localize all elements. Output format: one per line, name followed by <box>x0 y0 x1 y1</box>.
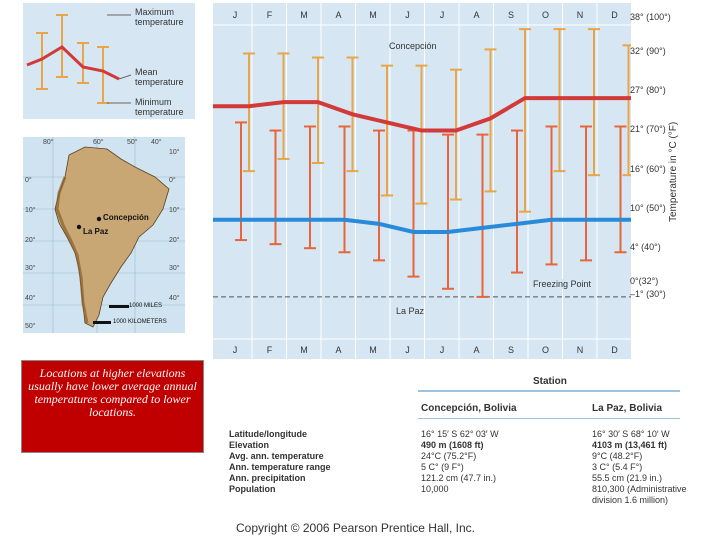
table-cell: 16° 15′ S 62° 03′ W <box>421 429 499 439</box>
lat-tick: 10° <box>169 149 180 156</box>
month-label-top: M <box>300 10 308 20</box>
table-rule <box>418 390 680 392</box>
table-row-label: Avg. ann. temperature <box>229 451 324 461</box>
lon-tick: 40° <box>151 139 162 146</box>
mean-line <box>213 96 631 133</box>
table-title: Station <box>533 376 567 387</box>
temp-tick-label: 0°(32°) <box>630 276 659 286</box>
month-label-bottom: J <box>232 345 238 355</box>
table-cell: 9°C (48.2°F) <box>592 451 643 461</box>
table-cell: 10,000 <box>421 484 449 494</box>
city-label-la-paz: La Paz <box>83 227 109 236</box>
table-row-label: Population <box>229 484 276 494</box>
month-label-top: D <box>611 10 618 20</box>
legend-max-label: Maximum temperature <box>135 7 184 27</box>
legend-mean-label: Mean temperature <box>135 67 184 87</box>
table-row-label: Ann. precipitation <box>229 473 306 483</box>
table-col-head: La Paz, Bolivia <box>592 403 663 414</box>
table-cell: 490 m (1608 ft) <box>421 440 484 450</box>
month-label-bottom: J <box>439 345 445 355</box>
table-row-label: Latitude/longitude <box>229 429 307 439</box>
lat-tick: 0° <box>25 177 32 184</box>
month-label-top: F <box>266 10 273 20</box>
temp-tick-label: 21° (70°) <box>630 124 666 134</box>
copyright-notice: Copyright © 2006 Pearson Prentice Hall, … <box>236 521 475 535</box>
table-row-label: Elevation <box>229 440 270 450</box>
month-label-top: J <box>405 10 410 20</box>
month-label-bottom: M <box>300 345 308 355</box>
month-label-top: A <box>335 10 342 20</box>
table-cell: 4103 m (13,461 ft) <box>592 440 668 450</box>
lat-tick: 10° <box>169 207 180 214</box>
month-label-bottom: O <box>541 345 549 355</box>
la-paz-dot <box>76 224 82 230</box>
continent-shape <box>54 146 170 328</box>
month-label-top: J <box>232 10 238 20</box>
month-label-top: A <box>473 10 480 20</box>
south-america-map: 80° 60° 50° 40° 0° 10° 20° 30° 40° 50° 1… <box>23 137 185 333</box>
month-label-top: M <box>369 10 377 20</box>
table-cell: 810,300 (Administrative division 1.6 mil… <box>592 484 687 505</box>
month-label-bottom: F <box>266 345 273 355</box>
month-label-bottom: A <box>335 345 342 355</box>
lon-tick: 50° <box>127 139 138 146</box>
month-label-bottom: D <box>611 345 618 355</box>
city-label-concepcion: Concepción <box>103 213 149 222</box>
table-cell: 3 C° (5.4 F°) <box>592 462 643 472</box>
temp-tick-label: 4° (40°) <box>630 242 661 252</box>
caption-box: Locations at higher elevations usually h… <box>21 360 204 453</box>
temp-tick-label: 10° (50°) <box>630 203 666 213</box>
concepcion-dot <box>96 216 102 222</box>
climograph-panel: J F M A M J J A S O N D J F M A M J J A S O N D Concepción La … <box>213 3 631 359</box>
andes-shading <box>55 176 89 324</box>
legend-min-label: Minimum temperature <box>135 97 184 117</box>
temp-tick-label: –1° (30°) <box>630 289 666 299</box>
month-label-bottom: M <box>369 345 377 355</box>
lat-tick: 40° <box>25 295 36 302</box>
month-label-bottom: N <box>576 345 584 355</box>
month-label-bottom: A <box>473 345 480 355</box>
temp-tick-label: 27° (80°) <box>630 85 666 95</box>
lat-tick: 10° <box>25 207 36 214</box>
series-label-concepcion: Concepción <box>389 41 437 51</box>
lat-tick: 0° <box>169 177 176 184</box>
table-cell: 5 C° (9 F°) <box>421 462 464 472</box>
y-axis-title: Temperature in °C (°F) <box>668 121 679 222</box>
table-cell: 55.5 cm (21.9 in.) <box>592 473 663 483</box>
climograph-chart <box>213 3 631 359</box>
map-drawing <box>23 137 185 333</box>
temp-tick-label: 38° (100°) <box>630 12 671 22</box>
month-label-bottom: J <box>405 345 410 355</box>
lat-tick: 20° <box>25 237 36 244</box>
lat-tick: 30° <box>169 265 180 272</box>
month-label-top: O <box>541 10 549 20</box>
table-rule <box>418 418 680 419</box>
scale-km: 1000 KILOMETERS <box>113 319 167 325</box>
lat-tick: 30° <box>25 265 36 272</box>
legend-range-bars <box>36 14 109 104</box>
lon-tick: 60° <box>93 139 104 146</box>
legend-mean-line <box>26 45 120 81</box>
lat-tick: 50° <box>25 323 36 330</box>
lat-tick: 40° <box>169 295 180 302</box>
month-label-bottom: S <box>507 345 514 355</box>
month-label-top: J <box>439 10 445 20</box>
temp-tick-label: 16° (60°) <box>630 164 666 174</box>
freezing-point-label: Freezing Point <box>531 279 594 289</box>
lon-tick: 80° <box>43 139 54 146</box>
lat-tick: 20° <box>169 237 180 244</box>
table-cell: 121.2 cm (47.7 in.) <box>421 473 497 483</box>
series-label-la-paz: La Paz <box>396 306 425 316</box>
mean-line <box>213 217 631 234</box>
legend-panel: Maximum temperature Mean temperature Min… <box>23 3 195 119</box>
table-cell: 16° 30′ S 68° 10′ W <box>592 429 670 439</box>
legend-diagram <box>26 14 132 104</box>
month-label-top: S <box>507 10 514 20</box>
table-cell: 24°C (75.2°F) <box>421 451 477 461</box>
temp-tick-label: 32° (90°) <box>630 46 666 56</box>
month-label-top: N <box>576 10 584 20</box>
table-row-label: Ann. temperature range <box>229 462 331 472</box>
table-col-head: Concepción, Bolivia <box>421 403 517 414</box>
scale-miles: 1000 MILES <box>129 303 163 309</box>
